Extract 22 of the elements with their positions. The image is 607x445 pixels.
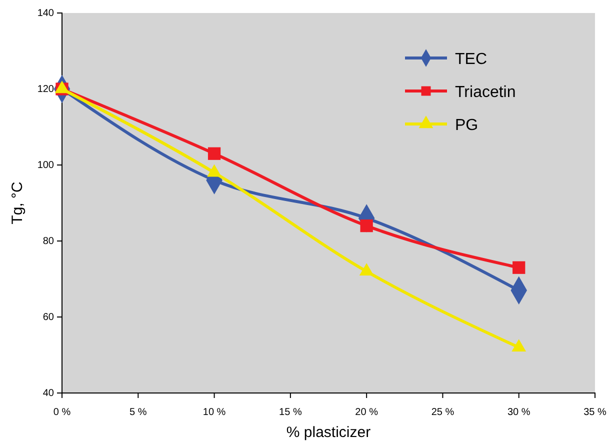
y-tick-label: 120 bbox=[37, 84, 54, 96]
point bbox=[512, 261, 526, 274]
legend-label: Triacetin bbox=[455, 84, 516, 101]
y-tick-label: 60 bbox=[42, 312, 54, 324]
y-tick-label: 100 bbox=[37, 160, 54, 172]
point bbox=[360, 219, 373, 232]
y-tick-label: 140 bbox=[37, 8, 54, 20]
x-axis-title: % plasticizer bbox=[286, 424, 371, 441]
x-tick-label: 30 % bbox=[507, 407, 530, 418]
x-tick-label: 15 % bbox=[279, 407, 302, 418]
x-tick-label: 10 % bbox=[202, 407, 226, 418]
x-tick-label: 25 % bbox=[431, 407, 454, 418]
x-tick-label: 0 % bbox=[53, 407, 71, 418]
y-tick-label: 40 bbox=[42, 388, 54, 400]
point bbox=[208, 147, 221, 160]
legend-label: PG bbox=[455, 117, 478, 134]
y-tick-label: 80 bbox=[42, 236, 54, 248]
x-tick-label: 35 % bbox=[584, 407, 607, 418]
x-tick-label: 20 % bbox=[355, 407, 378, 418]
legend-label: TEC bbox=[455, 51, 487, 68]
y-axis-title: Tg, °C bbox=[9, 182, 26, 224]
x-tick-label: 5 % bbox=[130, 407, 147, 418]
